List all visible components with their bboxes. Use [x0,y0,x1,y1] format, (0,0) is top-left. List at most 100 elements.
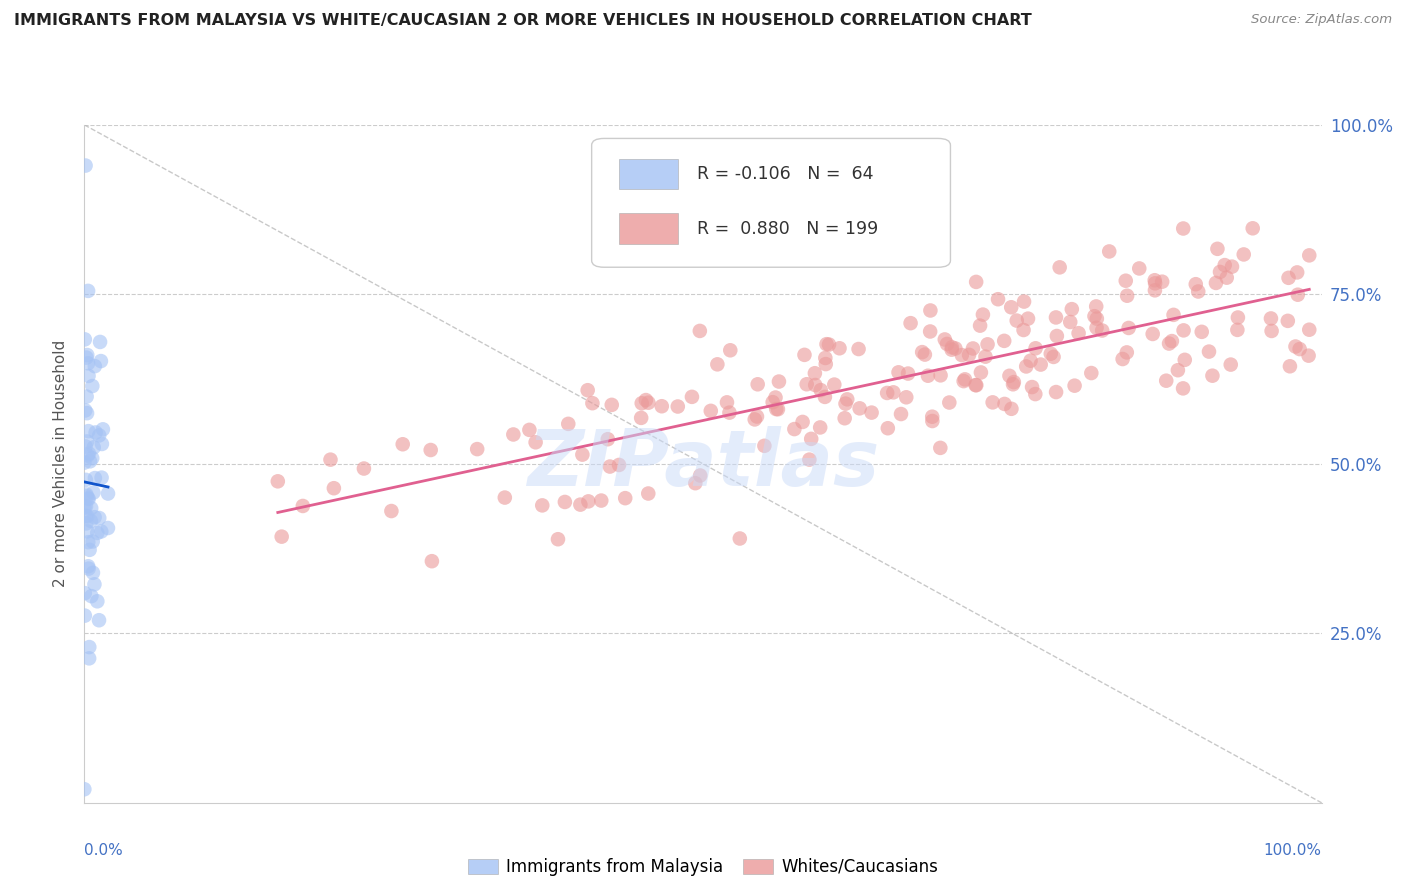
Point [77,651,100,665]
Point [1005,313,1028,327]
Text: ZIPatlas: ZIPatlas [527,425,879,502]
Point [75,487,97,501]
Point [576,383,599,397]
Point [815,337,838,351]
Point [1012,323,1035,337]
Point [804,366,827,380]
Text: R =  0.880   N = 199: R = 0.880 N = 199 [697,219,879,237]
Point [936,337,959,351]
FancyBboxPatch shape [619,159,678,189]
Point [765,391,787,405]
Point [1046,329,1069,343]
Point [651,399,673,413]
Point [1002,375,1025,389]
Point [706,357,728,371]
Point [630,396,652,410]
Point [938,395,960,409]
Point [914,348,936,362]
Point [76,406,98,420]
Point [1233,247,1256,261]
Point [1085,300,1108,314]
Point [814,357,837,371]
Point [887,365,910,379]
Point [1298,248,1320,262]
Point [419,442,441,457]
Point [380,504,402,518]
Point [607,458,630,472]
Point [1288,342,1310,356]
Point [291,499,314,513]
Point [547,533,569,547]
Point [83,359,105,373]
Point [1171,381,1194,395]
Point [962,342,984,356]
Point [917,368,939,383]
Point [1286,265,1309,279]
Point [1012,294,1035,309]
Point [921,409,943,424]
Point [1278,359,1301,374]
Point [77,491,100,506]
Point [77,424,100,438]
Point [97,521,120,535]
Point [1049,260,1071,275]
Point [1187,285,1209,299]
Point [76,509,98,524]
Point [1098,244,1121,259]
Point [950,348,973,362]
Point [747,377,769,392]
Point [1277,270,1299,285]
Point [420,554,443,568]
Text: IMMIGRANTS FROM MALAYSIA VS WHITE/CAUCASIAN 2 OR MORE VEHICLES IN HOUSEHOLD CORR: IMMIGRANTS FROM MALAYSIA VS WHITE/CAUCAS… [14,13,1032,29]
Point [86,525,108,540]
Point [531,499,554,513]
Point [1000,300,1022,314]
Point [82,566,104,580]
Point [90,437,112,451]
Point [689,324,711,338]
Point [970,366,993,380]
Point [596,432,619,446]
Point [1111,351,1133,366]
Point [1216,270,1239,285]
Point [82,534,104,549]
Point [685,476,707,491]
Point [1144,277,1167,291]
Point [814,390,837,404]
Point [76,348,98,362]
Point [1045,310,1067,325]
Point [614,491,637,505]
Point [1184,277,1206,292]
Point [882,385,904,400]
Point [754,439,776,453]
Point [666,400,689,414]
Point [82,451,104,466]
Point [1091,324,1114,338]
Point [630,410,652,425]
Point [465,442,488,456]
Point [818,337,841,351]
Point [76,449,98,463]
Point [77,559,100,574]
Point [1080,366,1102,380]
Point [77,284,100,298]
Point [76,390,98,404]
Point [744,412,766,426]
Point [828,341,851,355]
Point [73,500,96,515]
Point [82,485,104,500]
Point [998,368,1021,383]
Point [524,435,547,450]
Point [1174,352,1197,367]
Point [941,343,963,357]
Point [322,481,344,495]
Point [75,351,97,365]
Point [689,468,711,483]
Point [97,486,120,500]
Point [83,441,105,455]
Point [1128,261,1150,276]
Point [1029,358,1052,372]
Point [76,524,98,539]
Text: 0.0%: 0.0% [84,843,124,858]
Point [1142,326,1164,341]
